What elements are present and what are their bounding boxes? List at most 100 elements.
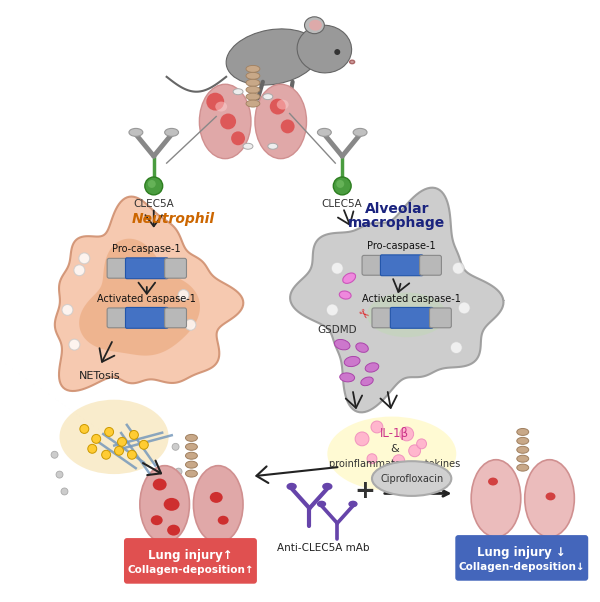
FancyBboxPatch shape: [362, 255, 384, 275]
Polygon shape: [79, 238, 200, 356]
Text: Lung injury↑: Lung injury↑: [148, 550, 233, 562]
Circle shape: [80, 424, 89, 433]
Circle shape: [69, 339, 80, 350]
Circle shape: [409, 445, 421, 457]
FancyBboxPatch shape: [125, 308, 168, 328]
Ellipse shape: [233, 88, 243, 95]
Ellipse shape: [339, 291, 351, 299]
Ellipse shape: [356, 343, 368, 352]
Circle shape: [355, 432, 369, 446]
Ellipse shape: [340, 373, 355, 382]
Text: proinflammatory cytokines: proinflammatory cytokines: [329, 459, 460, 469]
Ellipse shape: [199, 84, 251, 159]
Text: +: +: [355, 479, 376, 503]
Ellipse shape: [287, 483, 296, 489]
Text: Collagen-deposition↑: Collagen-deposition↑: [127, 565, 254, 575]
Circle shape: [178, 290, 189, 300]
Ellipse shape: [517, 455, 529, 462]
Ellipse shape: [246, 86, 260, 93]
Text: Ciprofloxacin: Ciprofloxacin: [380, 474, 443, 483]
Circle shape: [220, 114, 236, 129]
Circle shape: [148, 180, 156, 188]
Circle shape: [115, 446, 124, 455]
Circle shape: [334, 49, 340, 55]
Circle shape: [281, 119, 295, 134]
Ellipse shape: [309, 20, 322, 31]
Ellipse shape: [344, 356, 360, 367]
Circle shape: [88, 444, 97, 453]
Circle shape: [62, 305, 73, 315]
Circle shape: [168, 488, 175, 495]
Ellipse shape: [164, 498, 179, 510]
Circle shape: [175, 468, 182, 475]
Circle shape: [127, 450, 136, 459]
Ellipse shape: [243, 143, 253, 149]
Ellipse shape: [246, 72, 260, 79]
Ellipse shape: [153, 479, 167, 491]
Ellipse shape: [343, 273, 356, 284]
Circle shape: [451, 342, 462, 353]
Ellipse shape: [367, 293, 446, 337]
Circle shape: [400, 427, 413, 441]
Ellipse shape: [140, 466, 190, 543]
Ellipse shape: [277, 100, 289, 110]
Ellipse shape: [517, 446, 529, 453]
Circle shape: [270, 99, 286, 114]
Circle shape: [331, 262, 343, 275]
Ellipse shape: [167, 525, 180, 536]
FancyBboxPatch shape: [430, 308, 451, 327]
Circle shape: [130, 430, 139, 439]
Ellipse shape: [361, 377, 373, 386]
Text: CLEC5A: CLEC5A: [133, 199, 174, 209]
Circle shape: [118, 438, 127, 446]
Ellipse shape: [365, 363, 379, 372]
FancyBboxPatch shape: [107, 308, 129, 327]
FancyBboxPatch shape: [380, 255, 423, 276]
Circle shape: [393, 455, 405, 467]
Text: IL-1β: IL-1β: [380, 427, 409, 441]
Ellipse shape: [210, 492, 223, 503]
Circle shape: [139, 441, 148, 449]
Text: Pro-caspase-1: Pro-caspase-1: [112, 244, 181, 255]
Text: &: &: [391, 444, 399, 454]
Ellipse shape: [305, 17, 325, 34]
Ellipse shape: [545, 492, 556, 500]
Text: NETosis: NETosis: [79, 371, 120, 382]
Ellipse shape: [185, 443, 197, 450]
Ellipse shape: [517, 464, 529, 471]
Ellipse shape: [349, 501, 357, 507]
Ellipse shape: [297, 25, 352, 73]
Ellipse shape: [246, 79, 260, 86]
Ellipse shape: [59, 400, 169, 474]
FancyBboxPatch shape: [372, 308, 394, 327]
Ellipse shape: [215, 102, 227, 111]
Circle shape: [61, 488, 68, 495]
Circle shape: [145, 177, 163, 195]
Ellipse shape: [226, 29, 319, 85]
FancyBboxPatch shape: [124, 538, 257, 584]
Ellipse shape: [263, 94, 273, 100]
Ellipse shape: [164, 128, 179, 136]
Text: Activated caspase-1: Activated caspase-1: [362, 294, 461, 304]
Ellipse shape: [193, 466, 243, 543]
Circle shape: [185, 319, 196, 330]
FancyBboxPatch shape: [455, 535, 588, 581]
Ellipse shape: [185, 461, 197, 468]
Ellipse shape: [471, 460, 521, 537]
Ellipse shape: [525, 460, 574, 537]
Circle shape: [336, 180, 344, 188]
Circle shape: [172, 443, 179, 450]
Ellipse shape: [129, 128, 143, 136]
Ellipse shape: [218, 516, 229, 525]
Circle shape: [56, 471, 63, 478]
Circle shape: [231, 131, 245, 145]
FancyBboxPatch shape: [164, 308, 187, 327]
Ellipse shape: [246, 93, 260, 100]
Circle shape: [74, 265, 85, 276]
Text: ✂: ✂: [354, 306, 370, 323]
Ellipse shape: [317, 501, 325, 507]
Text: Collagen-deposition↓: Collagen-deposition↓: [458, 562, 585, 572]
Ellipse shape: [372, 461, 451, 496]
Ellipse shape: [328, 417, 456, 491]
Text: Lung injury ↓: Lung injury ↓: [478, 547, 566, 559]
